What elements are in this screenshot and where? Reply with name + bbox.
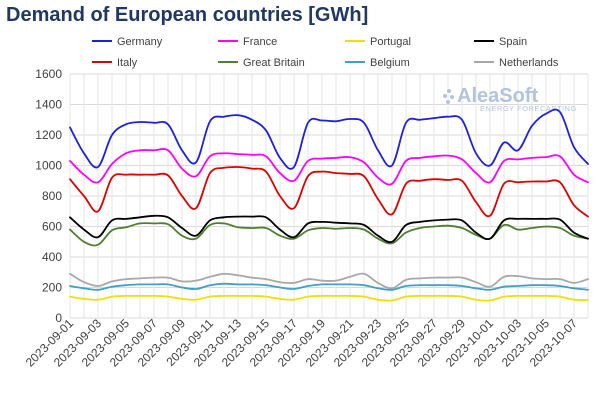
series-line-germany: [69, 108, 589, 170]
y-tick-label: 400: [42, 250, 62, 264]
legend-label: Netherlands: [499, 57, 559, 69]
legend-label: Italy: [117, 57, 138, 69]
legend-label: France: [243, 36, 277, 48]
series-lines: [69, 108, 589, 302]
watermark-logo-dot: [443, 94, 447, 98]
legend-label: Portugal: [370, 36, 411, 48]
series-line-portugal: [69, 294, 589, 302]
y-tick-label: 1000: [35, 159, 62, 173]
series-line-spain: [69, 214, 589, 244]
watermark-logo-dot: [450, 95, 454, 99]
legend-label: Germany: [117, 36, 163, 48]
aleasoft-watermark: AleaSoft ENERGY FORECASTING: [443, 85, 577, 113]
watermark-tagline: ENERGY FORECASTING: [480, 104, 577, 113]
y-tick-label: 0: [55, 311, 62, 325]
y-tick-label: 600: [42, 220, 62, 234]
x-axis-ticks: 2023-09-012023-09-032023-09-052023-09-07…: [23, 316, 581, 370]
series-line-netherlands: [69, 272, 589, 290]
legend-label: Belgium: [370, 57, 410, 69]
y-tick-label: 800: [42, 189, 62, 203]
watermark-logo-dot: [447, 89, 451, 93]
watermark-brand: AleaSoft: [457, 85, 538, 107]
legend: Germany France Portugal Spain Italy Great Bri…: [92, 36, 559, 69]
y-tick-label: 1600: [35, 67, 62, 81]
y-tick-label: 1400: [35, 98, 62, 112]
watermark-logo-dot: [446, 100, 450, 104]
series-line-france: [69, 148, 589, 186]
y-tick-label: 1200: [35, 128, 62, 142]
series-line-belgium: [69, 282, 589, 291]
y-tick-label: 200: [42, 281, 62, 295]
chart-title: Demand of European countries [GWh]: [6, 4, 369, 26]
legend-label: Great Britain: [243, 57, 305, 69]
series-line-italy: [69, 166, 589, 218]
series-line-great-britain: [69, 222, 589, 247]
y-axis-ticks: 0 200 400 600 800 1000 1200 1400 1600: [35, 67, 62, 325]
legend-label: Spain: [499, 36, 527, 48]
